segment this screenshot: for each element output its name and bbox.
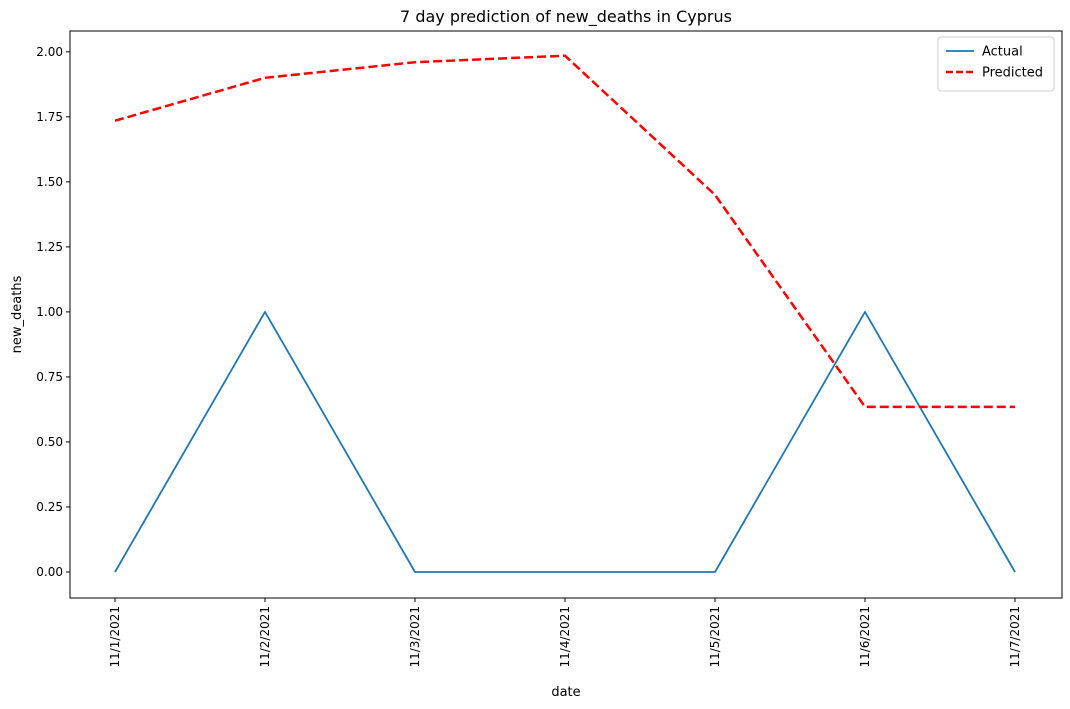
legend-label-actual: Actual — [982, 45, 1023, 60]
y-tick-label: 1.75 — [36, 110, 63, 124]
y-axis-label: new_deaths — [10, 275, 25, 353]
plot-area: 0.00 0.25 0.50 0.75 1.00 1.25 1.50 1.75 2.00 11/1… — [36, 30, 1063, 668]
axes-frame — [69, 30, 1063, 599]
x-tick-label: 11/5/2021 — [708, 606, 722, 668]
y-tick-label: 1.00 — [36, 305, 63, 319]
legend-label-predicted: Predicted — [982, 66, 1043, 81]
x-tick-label: 11/3/2021 — [408, 606, 422, 668]
x-tick-label: 11/1/2021 — [108, 606, 122, 668]
chart-title: 7 day prediction of new_deaths in Cyprus — [400, 7, 732, 27]
series-line-predicted — [114, 54, 1015, 409]
series-line-actual — [114, 310, 1016, 573]
x-tick-label: 11/7/2021 — [1008, 606, 1022, 668]
y-tick-label: 1.25 — [36, 240, 63, 254]
x-axis-label: date — [551, 685, 580, 700]
y-tick-label: 0.25 — [36, 500, 63, 514]
legend: Actual Predicted — [937, 36, 1055, 92]
x-tick-label: 11/2/2021 — [258, 606, 272, 668]
y-tick-label: 0.75 — [36, 370, 63, 384]
x-tick-label: 11/6/2021 — [858, 606, 872, 668]
y-tick-label: 0.00 — [36, 565, 63, 579]
y-tick-label: 2.00 — [36, 45, 63, 59]
x-tick-label: 11/4/2021 — [558, 606, 572, 668]
y-tick-label: 1.50 — [36, 175, 63, 189]
y-tick-label: 0.50 — [36, 435, 63, 449]
